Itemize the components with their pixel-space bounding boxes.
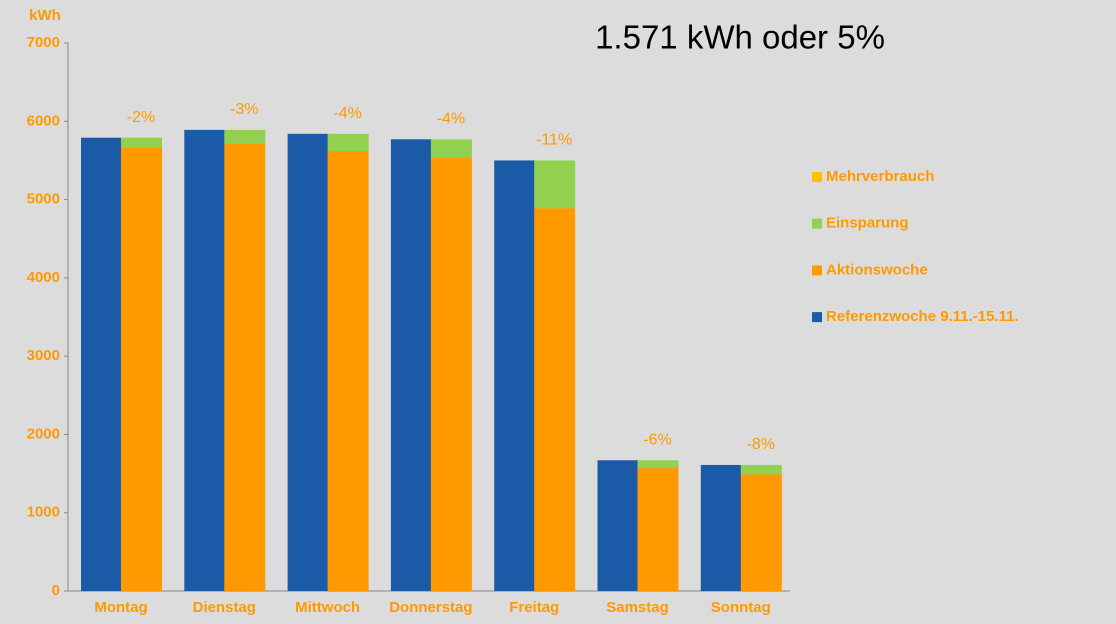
legend-swatch (812, 312, 822, 323)
legend-label: Einsparung (826, 215, 909, 232)
x-tick-label: Sonntag (711, 599, 771, 616)
legend-label: Aktionswoche (826, 261, 928, 278)
legend-label: Referenzwoche 9.11.-15.11. (826, 308, 1019, 325)
legend-swatch (812, 265, 822, 276)
bar (700, 464, 742, 591)
x-tick-label: Dienstag (193, 599, 256, 616)
y-tick-label: 6000 (27, 112, 60, 129)
bar (534, 160, 576, 209)
y-tick-label: 2000 (27, 425, 60, 442)
legend-swatch (812, 218, 822, 229)
change-label: -11% (536, 132, 572, 149)
y-tick-label: 7000 (27, 34, 60, 51)
legend-swatch (812, 172, 822, 182)
bar (224, 129, 266, 144)
chart-title: 1.571 kWh oder 5% (595, 19, 885, 56)
x-tick-label: Montag (94, 599, 147, 616)
change-label: -4% (437, 111, 465, 128)
bar (637, 468, 679, 591)
bar (81, 137, 122, 591)
bar (224, 143, 266, 591)
bar (740, 474, 782, 591)
bar (390, 139, 432, 591)
bar (430, 139, 472, 159)
legend-label: Mehrverbrauch (826, 168, 934, 185)
change-label: -6% (643, 431, 671, 448)
bar (637, 460, 679, 469)
x-tick-label: Samstag (606, 599, 669, 616)
y-axis-label: kWh (29, 7, 61, 24)
change-label: -2% (127, 109, 155, 126)
change-label: -3% (230, 101, 258, 118)
bar (121, 147, 162, 591)
bar (327, 151, 369, 591)
bar (494, 160, 536, 591)
change-label: -4% (333, 105, 361, 122)
y-tick-label: 0 (52, 582, 60, 599)
y-tick-label: 1000 (27, 504, 60, 521)
bar (534, 208, 576, 591)
bar (121, 137, 162, 148)
bar (287, 133, 329, 591)
x-tick-label: Donnerstag (389, 599, 472, 616)
x-tick-label: Freitag (509, 599, 559, 616)
bar (184, 129, 226, 591)
bar (430, 158, 472, 591)
y-tick-label: 3000 (27, 347, 60, 364)
y-tick-label: 4000 (27, 269, 60, 286)
change-label: -8% (747, 436, 775, 453)
x-tick-label: Mittwoch (295, 599, 360, 616)
bar (327, 133, 369, 152)
bar (740, 464, 782, 475)
bar (597, 460, 639, 591)
y-tick-label: 5000 (27, 191, 60, 208)
